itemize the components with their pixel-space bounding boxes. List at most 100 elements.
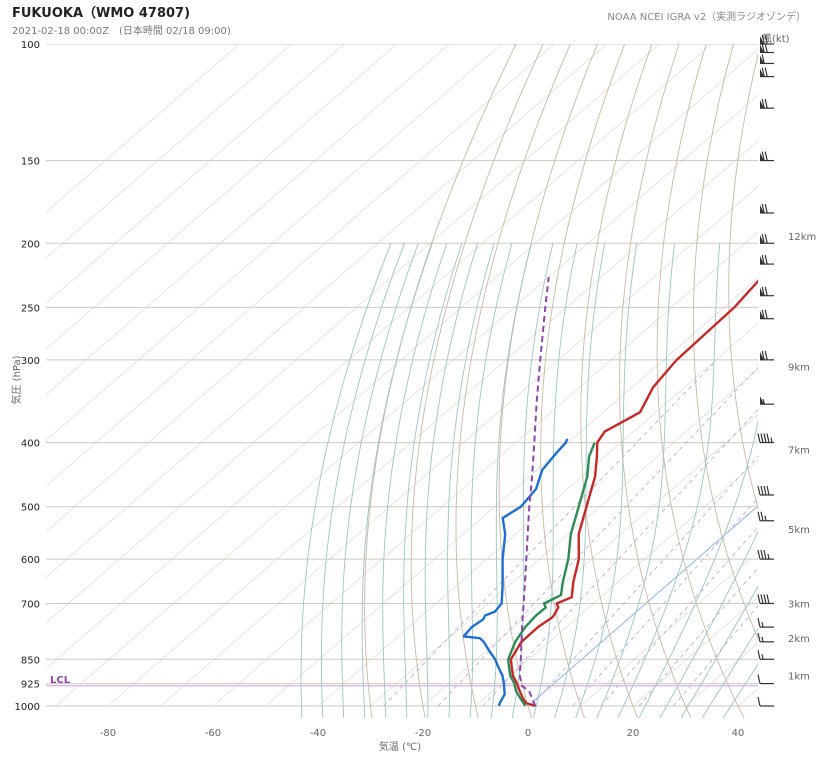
wind-barb-full	[761, 203, 765, 214]
isotherm-line	[46, 44, 240, 213]
wind-barb-flag	[760, 100, 764, 109]
isotherm-line	[527, 505, 758, 707]
wind-barb	[760, 350, 774, 361]
wind-barb-flag	[760, 256, 764, 265]
wind-barb-full	[761, 99, 765, 109]
wind-barb	[757, 650, 774, 660]
isotherm-line	[46, 44, 608, 533]
wind-barb	[760, 254, 774, 265]
lcl-label: LCL	[50, 675, 71, 686]
wind-barb-full	[764, 151, 768, 161]
wind-barb-full	[760, 485, 764, 496]
wind-barb-full	[764, 309, 768, 319]
moist-adiabat-line	[511, 243, 554, 718]
wind-barb-full	[764, 67, 768, 77]
moist-adiabat-line	[638, 419, 758, 718]
pressure-tick-label: 250	[21, 303, 40, 314]
wind-barb-full	[757, 650, 761, 660]
wind-barb	[760, 286, 774, 297]
pressure-tick-label: 100	[21, 40, 40, 51]
x-tick-label: -60	[205, 728, 221, 739]
pressure-tick-label: 400	[21, 439, 40, 450]
x-tick-label: 20	[627, 728, 640, 739]
wind-barb-full	[761, 34, 765, 45]
wind-barb-half	[761, 621, 764, 628]
isotherm-line	[46, 44, 555, 487]
wind-barb-full	[757, 632, 761, 642]
isotherm-line	[422, 414, 758, 707]
moist-adiabat-line	[361, 243, 433, 718]
mixing-ratio-line	[383, 359, 718, 707]
wind-barb	[760, 396, 774, 405]
wind-barb-full	[761, 43, 765, 53]
wind-barb-full	[761, 350, 765, 360]
wind-barb-full	[763, 594, 767, 604]
wind-barb	[757, 550, 774, 560]
wetbulb-profile	[507, 442, 596, 707]
dry-adiabat-line	[580, 44, 653, 718]
y-axis-label: 気圧 (hPa)	[10, 355, 23, 404]
wind-barb-flag	[760, 351, 764, 360]
dry-adiabat-line	[455, 44, 571, 718]
wind-barb-half	[761, 654, 764, 660]
parcel-profile	[518, 276, 550, 707]
wind-barb-full	[764, 203, 768, 214]
wind-barb	[760, 151, 774, 162]
mixing-ratio-line	[482, 409, 758, 707]
x-tick-label: -20	[415, 728, 431, 739]
isotherm-line	[475, 459, 758, 707]
height-label: 3km	[788, 599, 810, 610]
dry-adiabat-line	[619, 44, 692, 718]
x-tick-label: 40	[732, 728, 745, 739]
wind-barb-full	[760, 433, 764, 443]
wind-barb-full	[760, 511, 764, 521]
dry-adiabat-line	[656, 44, 745, 718]
wind-barb-full	[757, 433, 761, 443]
isotherm-line	[46, 44, 503, 441]
wind-barb-full	[761, 54, 765, 64]
wind-barb-flag	[760, 36, 764, 44]
wind-barb-full	[763, 485, 767, 496]
wind-barb-half	[770, 437, 773, 443]
wind-barb-full	[764, 99, 768, 109]
moist-adiabat-line	[680, 585, 758, 718]
pressure-tick-label: 850	[21, 655, 40, 666]
isotherm-line	[317, 322, 758, 707]
wind-barb	[760, 54, 774, 65]
background-lines	[46, 44, 758, 718]
wind-barb-flag	[760, 287, 764, 296]
wind-barb-full	[757, 674, 761, 684]
wind-barb	[760, 99, 774, 109]
pressure-tick-label: 200	[21, 239, 40, 250]
wind-barb	[757, 696, 774, 707]
pressure-tick-label: 700	[21, 599, 40, 610]
wind-barb-full	[766, 594, 770, 604]
moist-adiabat-line	[382, 243, 448, 718]
isotherm-line	[46, 44, 293, 259]
wind-barb-half	[767, 554, 770, 560]
profile-lines	[46, 276, 758, 708]
wind-barb-flag	[760, 152, 764, 161]
dry-adiabat-line	[540, 44, 626, 718]
x-tick-label: 0	[525, 728, 531, 739]
wind-barb	[760, 34, 774, 45]
pressure-tick-label: 500	[21, 503, 40, 514]
height-label: 2km	[788, 634, 810, 645]
moist-adiabat-line	[532, 243, 578, 718]
wind-barb-half	[761, 636, 764, 642]
height-label: 12km	[788, 232, 816, 243]
wind-barb-full	[761, 286, 765, 296]
isotherm-line	[160, 185, 758, 707]
wind-barb-full	[764, 254, 768, 265]
wind-barb-full	[757, 511, 761, 521]
wind-barb-full	[764, 286, 768, 296]
height-label: 9km	[788, 362, 810, 373]
wind-barb-full	[764, 43, 768, 53]
height-label: 5km	[788, 525, 810, 536]
isotherm-line	[212, 231, 758, 707]
x-tick-label: -80	[100, 728, 116, 739]
moist-adiabat-line	[659, 530, 758, 718]
wind-barb	[760, 43, 774, 54]
isotherm-line	[46, 48, 758, 670]
